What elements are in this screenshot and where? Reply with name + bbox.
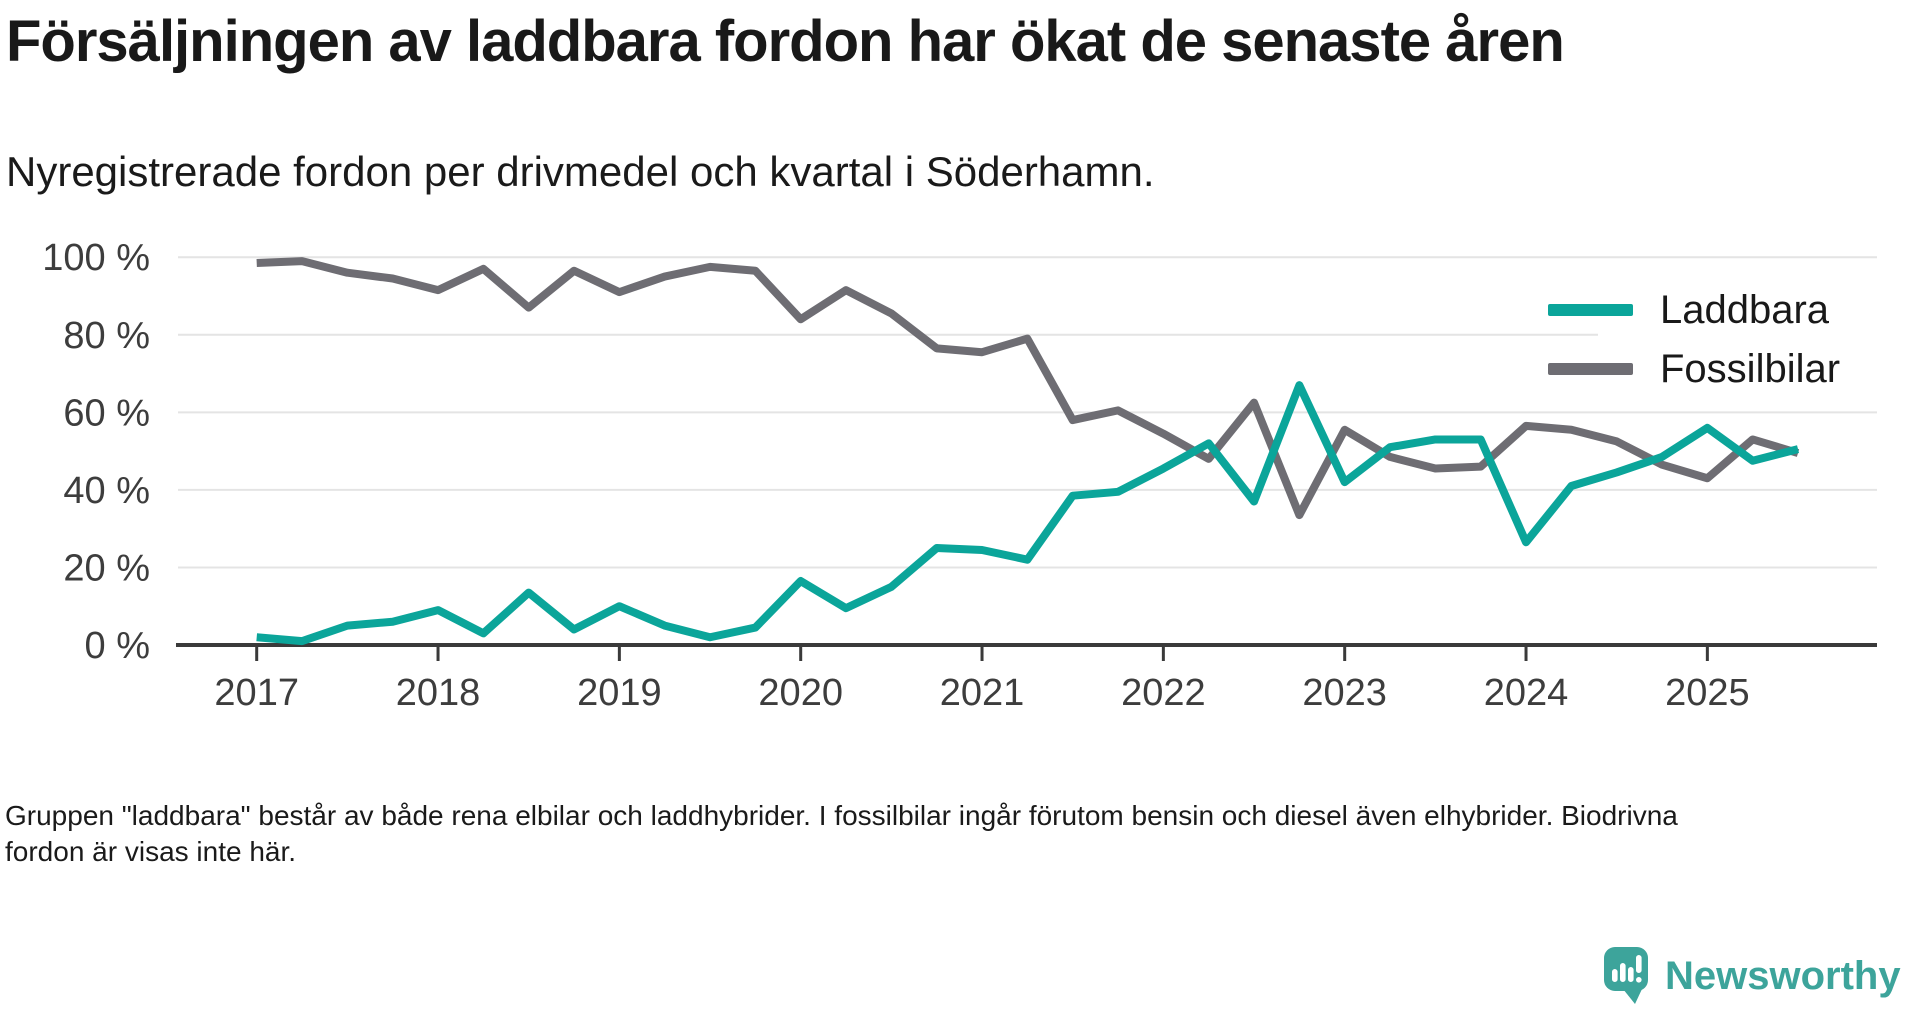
newsworthy-logo-icon bbox=[1604, 947, 1648, 1004]
legend-item-laddbara: Laddbara bbox=[1548, 282, 1918, 338]
y-tick-label-80: 80 % bbox=[63, 315, 150, 357]
newsworthy-logo: Newsworthy bbox=[1603, 944, 1901, 1008]
legend-label: Fossilbilar bbox=[1660, 346, 1841, 391]
x-tick-label-2018: 2018 bbox=[396, 672, 481, 714]
x-tick-label-2024: 2024 bbox=[1484, 672, 1569, 714]
footnote: Gruppen "laddbara" består av både rena e… bbox=[5, 800, 1678, 867]
x-tick-label-2025: 2025 bbox=[1665, 672, 1750, 714]
legend-background bbox=[1598, 280, 1920, 398]
x-tick-label-2017: 2017 bbox=[214, 672, 299, 714]
y-tick-label-40: 40 % bbox=[63, 470, 150, 512]
legend-label: Laddbara bbox=[1660, 287, 1830, 332]
x-tick-label-2020: 2020 bbox=[758, 672, 843, 714]
x-tick-label-2021: 2021 bbox=[940, 672, 1025, 714]
logo-text: Newsworthy bbox=[1665, 953, 1901, 998]
laddbara-line bbox=[256, 381, 1800, 646]
chart-legend: Laddbara Fossilbilar bbox=[1548, 282, 1918, 400]
x-tick-label-2023: 2023 bbox=[1302, 672, 1387, 714]
x-tick-label-2019: 2019 bbox=[577, 672, 662, 714]
fossilbilar-line bbox=[256, 257, 1800, 520]
x-tick-label-2022: 2022 bbox=[1121, 672, 1206, 714]
y-tick-label-20: 20 % bbox=[63, 547, 150, 589]
y-tick-label-100: 100 % bbox=[42, 237, 150, 279]
y-tick-label-0: 0 % bbox=[85, 625, 150, 667]
fossilbilar-swatch-icon bbox=[1548, 363, 1633, 375]
page-title: Försäljningen av laddbara fordon har öka… bbox=[6, 9, 1565, 74]
y-tick-label-60: 60 % bbox=[63, 392, 150, 434]
laddbara-swatch-icon bbox=[1548, 304, 1633, 316]
legend-item-fossilbilar: Fossilbilar bbox=[1548, 341, 1918, 397]
chart-subtitle: Nyregistrerade fordon per drivmedel och … bbox=[6, 148, 1155, 195]
